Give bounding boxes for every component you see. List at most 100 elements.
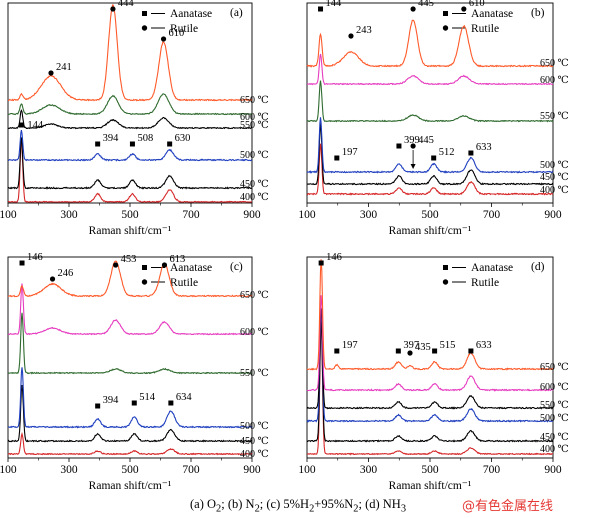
annotation-label: 146 — [326, 252, 342, 263]
series-label: 500 ℃ — [240, 421, 269, 432]
series-line — [306, 80, 554, 123]
annotation-marker-square — [395, 348, 401, 354]
annotation-marker-square — [18, 122, 24, 128]
annotation-label: 508 — [137, 133, 153, 144]
panel-label: (a) — [230, 7, 243, 19]
annotation-marker-square — [468, 348, 474, 354]
legend-label: Aanatase — [170, 8, 212, 20]
x-tick-label: 100 — [0, 209, 17, 221]
annotation-marker-square — [95, 141, 101, 147]
panel-label: (d) — [531, 261, 545, 273]
annotation-label: 146 — [27, 252, 43, 263]
legend: Aanatase Rutile — [141, 262, 212, 289]
x-tick-label: 500 — [421, 464, 439, 476]
panel-label: (c) — [230, 261, 243, 273]
annotation-marker-square — [167, 141, 173, 147]
legend-marker-square — [443, 265, 448, 270]
series-line — [306, 310, 554, 423]
annotation-marker-square — [131, 400, 137, 406]
annotation-arrowhead — [410, 164, 416, 169]
x-tick-label: 900 — [544, 464, 562, 476]
annotation-marker-circle — [407, 350, 413, 356]
annotation-marker-circle — [160, 36, 167, 42]
x-tick-label: 900 — [544, 209, 562, 221]
annotation-marker-circle — [410, 6, 416, 12]
legend: Aanatase Rutile — [141, 8, 212, 35]
annotation-marker-square — [431, 155, 437, 161]
series-line — [7, 137, 253, 190]
annotation-label: 144 — [326, 0, 343, 9]
x-tick-label: 300 — [360, 209, 378, 221]
series-line — [7, 109, 253, 130]
legend-marker-circle — [442, 25, 449, 31]
x-tick-label: 900 — [243, 464, 261, 476]
annotation-marker-square — [334, 348, 340, 354]
figure-canvas: 100 300 500 700 900 Raman shift/cm⁻¹ (a) Aanata… — [0, 0, 569, 492]
series-label: 600 ℃ — [540, 382, 569, 393]
series-label: 450 ℃ — [240, 436, 269, 447]
x-axis-label: Raman shift/cm⁻¹ — [389, 225, 472, 237]
legend-marker-circle — [141, 25, 148, 31]
plot-frame — [7, 256, 253, 459]
plot-frame — [7, 2, 253, 204]
figure-caption: (a) O2; (b) N2; (c) 5%H2+95%N2; (d) NH3 … — [0, 494, 600, 516]
series-label: 400 ℃ — [540, 444, 569, 455]
panel-label: (b) — [531, 7, 545, 19]
series-line — [7, 431, 253, 456]
legend-label: Aanatase — [170, 262, 212, 274]
series-line — [7, 139, 253, 203]
series-line — [306, 308, 554, 410]
caption-text: (a) O2; (b) N2; (c) 5%H2+95%N2; (d) NH3 — [190, 497, 407, 515]
series-label: 650 ℃ — [240, 95, 269, 106]
series-label: 400 ℃ — [240, 192, 269, 203]
legend: Aanatase Rutile — [442, 262, 513, 289]
annotation-label: 197 — [342, 147, 358, 158]
series-label: 550 ℃ — [540, 111, 569, 122]
annotation-label: 394 — [103, 395, 120, 406]
series-label: 650 ℃ — [540, 362, 569, 373]
series-line — [306, 19, 554, 68]
x-tick-label: 500 — [421, 209, 439, 221]
series-label: 450 ℃ — [240, 179, 269, 190]
legend-label: Aanatase — [471, 262, 513, 274]
series-label: 550 ℃ — [240, 120, 269, 131]
annotation-label: 630 — [175, 133, 191, 144]
legend-label: Rutile — [471, 277, 499, 289]
legend-marker-circle — [442, 279, 449, 285]
annotation-label: 633 — [476, 340, 492, 351]
annotation-label: 634 — [176, 392, 193, 403]
x-axis-label: Raman shift/cm⁻¹ — [89, 480, 172, 492]
annotation-marker-circle — [48, 70, 54, 76]
annotation-label: 613 — [169, 254, 185, 265]
x-tick-label: 100 — [298, 209, 316, 221]
series-line — [8, 367, 253, 429]
series-line — [7, 312, 253, 375]
series-label: 400 ℃ — [540, 185, 569, 196]
legend-marker-circle — [141, 279, 148, 285]
series-label: 550 ℃ — [540, 400, 569, 411]
series-line — [306, 323, 554, 456]
series-line — [8, 130, 253, 162]
annotation-marker-circle — [49, 276, 56, 282]
annotation-marker-square — [396, 143, 402, 149]
x-tick-label: 500 — [121, 464, 139, 476]
annotation-label: 246 — [58, 268, 74, 279]
annotation-label: 512 — [439, 147, 455, 158]
x-tick-label: 100 — [0, 464, 17, 476]
legend-marker-square — [443, 11, 448, 16]
series-label: 450 ℃ — [540, 172, 569, 183]
legend-label: Rutile — [170, 23, 198, 35]
annotation-marker-square — [19, 260, 25, 266]
x-tick-label: 300 — [60, 464, 78, 476]
annotation-marker-circle — [113, 262, 119, 268]
annotation-label: 610 — [169, 28, 185, 39]
series-label: 500 ℃ — [540, 160, 569, 171]
annotation-label: 241 — [56, 62, 72, 73]
chart-panel-3: 100 300 500 700 900 Raman shift/cm⁻¹ (c) Aanata… — [0, 252, 269, 492]
x-tick-label: 300 — [360, 464, 378, 476]
annotation-label: 515 — [440, 340, 456, 351]
x-tick-label: 100 — [298, 464, 316, 476]
annotation-marker-circle — [161, 262, 168, 268]
annotation-label: 397 — [403, 340, 419, 351]
x-axis-label: Raman shift/cm⁻¹ — [89, 225, 172, 237]
